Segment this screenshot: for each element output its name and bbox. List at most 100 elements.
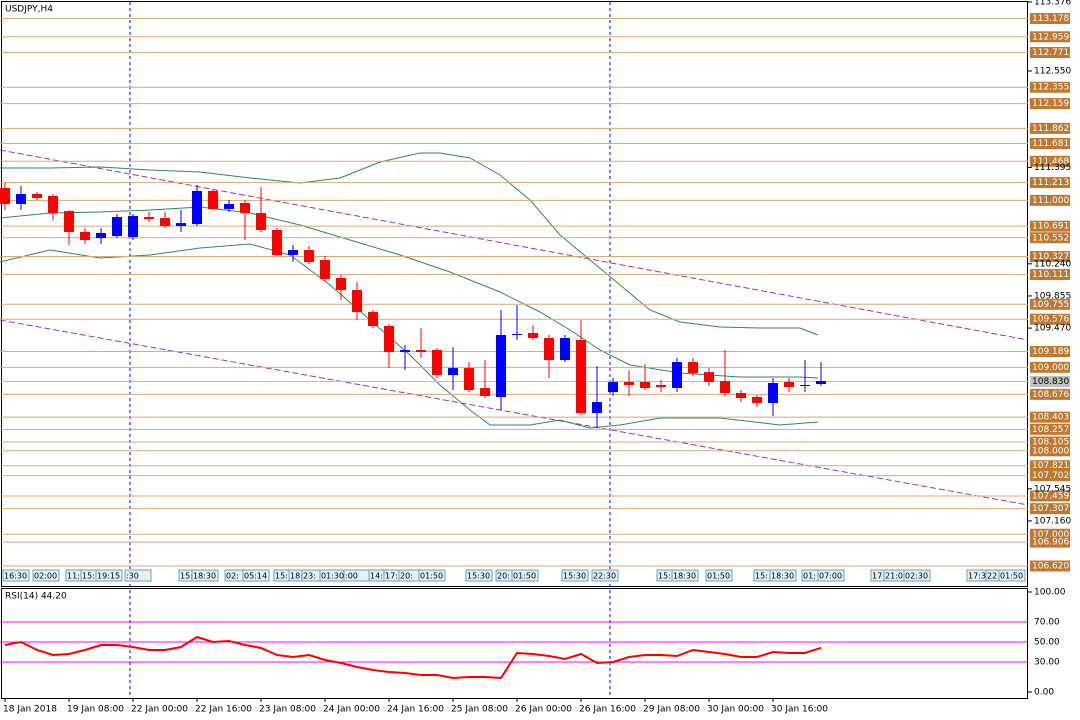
level-label-box — [1030, 388, 1070, 400]
candle-body — [704, 372, 714, 383]
time-tag: 15: — [755, 572, 768, 581]
candle-body — [416, 350, 426, 353]
candle-body — [672, 362, 682, 389]
candle-body — [224, 204, 234, 210]
candle-body — [208, 191, 218, 210]
x-tick-label: 18 Jan 2018 — [3, 705, 57, 715]
level-label: 108.676 — [1032, 390, 1069, 400]
candle-body — [288, 250, 298, 256]
level-label: 110.552 — [1032, 233, 1069, 243]
candle-body — [256, 213, 266, 230]
level-label: 110.691 — [1032, 222, 1069, 232]
x-tick-label: 24 Jan 16:00 — [387, 705, 444, 715]
time-tag: 02:30 — [905, 572, 928, 581]
time-tag-box — [561, 569, 589, 582]
candle-body — [96, 232, 106, 239]
y-tick-label: 110.240 — [1034, 259, 1071, 269]
last-price-box — [1030, 376, 1070, 388]
level-label: 112.159 — [1032, 99, 1069, 109]
x-tick-label: 23 Jan 08:00 — [259, 705, 316, 715]
time-tag: 17:3 — [968, 572, 986, 581]
level-label-box — [1030, 251, 1070, 263]
level-label-box — [1030, 490, 1070, 502]
level-label-box — [1030, 269, 1070, 281]
level-label-box — [1030, 232, 1070, 244]
time-tag: 07:00 — [819, 572, 842, 581]
time-tag: 20: — [400, 572, 413, 581]
candle-body — [688, 362, 698, 374]
bollinger-upper — [0, 152, 819, 336]
y-tick-label: 107.545 — [1034, 484, 1071, 494]
level-label-box — [1030, 122, 1070, 134]
time-tag: 15: — [658, 572, 671, 581]
level-label-box — [1030, 31, 1070, 43]
y-tick-label: 109.470 — [1034, 324, 1071, 334]
time-tag: 19:15 — [97, 572, 120, 581]
level-label: 107.000 — [1032, 530, 1069, 540]
time-tag: :30 — [126, 572, 139, 581]
candle-body — [816, 381, 826, 385]
level-label-box — [1030, 155, 1070, 167]
time-tag-box — [817, 569, 845, 582]
candle-body — [768, 383, 778, 404]
candle-body — [320, 260, 330, 279]
level-label-box — [1030, 470, 1070, 482]
candle-body — [480, 388, 490, 397]
trend-line — [0, 149, 1029, 341]
level-label: 111.213 — [1032, 178, 1069, 188]
time-tag-box — [191, 569, 219, 582]
level-label-box — [1030, 536, 1070, 548]
level-label: 111.681 — [1032, 139, 1069, 149]
time-tag: 11: — [67, 572, 80, 581]
level-label: 109.576 — [1032, 315, 1069, 325]
level-label-box — [1030, 560, 1070, 572]
level-label: 108.257 — [1032, 425, 1069, 435]
candle-body — [544, 338, 554, 361]
time-tag: 15: — [275, 572, 288, 581]
time-tag: 05:14 — [244, 572, 267, 581]
level-label: 108.403 — [1032, 413, 1069, 423]
time-tag-box — [418, 569, 446, 582]
candle-body — [448, 368, 458, 376]
level-label-box — [1030, 177, 1070, 189]
level-label-box — [1030, 98, 1070, 110]
time-tag-box — [465, 569, 493, 582]
rsi-tick-label: 100.00 — [1034, 588, 1066, 598]
candle-body — [560, 338, 570, 361]
time-tag: 18:30 — [673, 572, 696, 581]
time-tag-box — [591, 569, 619, 582]
candle-body — [272, 229, 282, 256]
candle-body — [640, 382, 650, 389]
candle-body — [0, 187, 10, 205]
level-label: 111.862 — [1032, 124, 1069, 134]
time-tag: 15:30 — [467, 572, 490, 581]
candle-body — [624, 382, 634, 386]
level-label-box — [1030, 436, 1070, 448]
last-price-label: 108.830 — [1032, 377, 1069, 387]
candle-body — [112, 217, 122, 236]
time-tag-box — [903, 569, 931, 582]
time-tag-box — [95, 569, 123, 582]
rsi-tick-label: 30.00 — [1034, 658, 1060, 668]
time-tag: 15: — [180, 572, 193, 581]
time-tag-box — [32, 569, 60, 582]
time-tag: 01:30 — [321, 572, 344, 581]
x-tick-label: 19 Jan 08:00 — [67, 705, 124, 715]
level-label: 109.000 — [1032, 363, 1069, 373]
x-tick-label: 30 Jan 16:00 — [771, 705, 828, 715]
level-label-box — [1030, 194, 1070, 206]
time-tag-box — [769, 569, 797, 582]
level-label-box — [1030, 528, 1070, 540]
level-label-box — [1030, 460, 1070, 472]
candle-body — [192, 191, 202, 225]
trend-line — [0, 319, 1029, 506]
time-tag: 18:30 — [193, 572, 216, 581]
x-tick-label: 26 Jan 16:00 — [579, 705, 636, 715]
time-tag: 22 — [987, 572, 997, 581]
time-tag: 01: — [803, 572, 816, 581]
time-tag: 15:30 — [563, 572, 586, 581]
level-label: 110.327 — [1032, 252, 1069, 262]
time-tag: 02: — [226, 572, 239, 581]
